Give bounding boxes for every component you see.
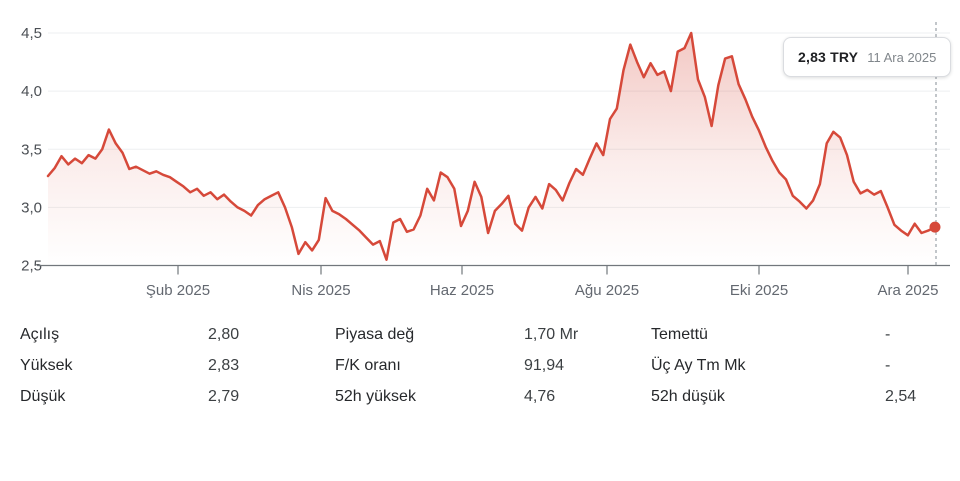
x-axis-label: Nis 2025 [291,282,350,299]
stat-label: 52h yüksek [335,388,416,405]
stat-value: - [885,357,891,374]
tooltip-price: 2,83 TRY [798,49,859,65]
stat-label: 52h düşük [651,388,725,405]
stat-label: Düşük [20,388,66,405]
x-axis-label: Şub 2025 [146,282,210,299]
stat-label: Açılış [20,326,60,343]
x-axis-label: Haz 2025 [430,282,494,299]
x-axis-label: Eki 2025 [730,282,788,299]
x-axis-label: Ağu 2025 [575,282,639,299]
price-line [46,31,937,261]
stat-value: - [885,326,891,343]
stat-label: Piyasa değ [335,326,415,343]
stat-label: Yüksek [20,357,73,374]
y-axis-label: 4,0 [21,83,42,100]
price-area-fill [48,33,935,266]
stat-label: Temettü [651,326,708,343]
stat-value: 2,79 [208,388,240,405]
last-price-dot [929,221,941,233]
stat-value: 91,94 [524,357,565,374]
stat-value: 1,70 Mr [524,326,579,343]
tooltip-date: 11 Ara 2025 [867,49,937,65]
stat-label: Üç Ay Tm Mk [651,357,746,374]
stat-value: 4,76 [524,388,556,405]
y-axis-label: 4,5 [21,25,42,42]
price-chart-svg[interactable]: 4,5 4,0 3,5 3,0 2,5 Şub 2025 Nis 2025 Haz 2025 A… [0,0,960,310]
key-stats-table: Açılış 2,80 Piyasa değ 1,70 Mr Temettü - Yükse… [0,310,960,406]
y-axis-label: 3,0 [21,199,42,216]
x-axis-label: Ara 2025 [878,282,939,299]
stat-value: 2,80 [208,326,240,343]
chart-tooltip: 2,83 TRY 11 Ara 2025 [783,37,952,77]
stat-value: 2,83 [208,357,240,374]
stat-value: 2,54 [885,388,917,405]
y-axis-label: 2,5 [21,258,42,275]
stat-label: F/K oranı [335,357,401,374]
y-axis-label: 3,5 [21,141,42,158]
stock-price-chart[interactable]: 4,5 4,0 3,5 3,0 2,5 Şub 2025 Nis 2025 Haz 2025 A… [0,0,960,310]
